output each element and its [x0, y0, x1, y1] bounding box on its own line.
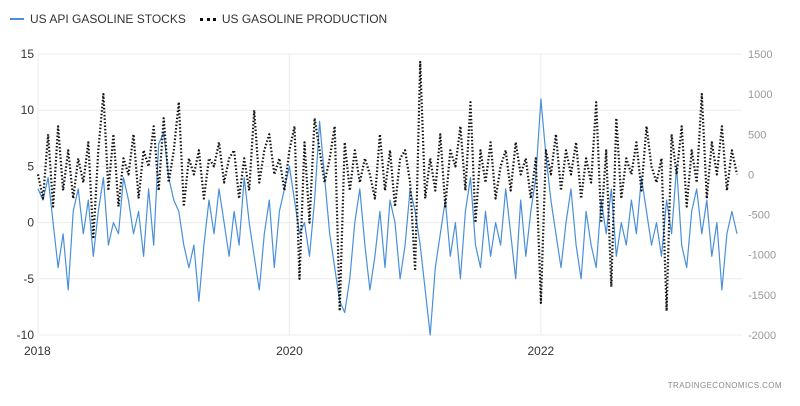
series-layer: [36, 60, 739, 336]
y-right-tick-label: -1000: [748, 250, 776, 262]
chart-legend: US API GASOLINE STOCKS US GASOLINE PRODU…: [10, 12, 401, 26]
y-right-tick-label: 1500: [748, 49, 772, 61]
series-line-stocks: [37, 98, 738, 336]
y-left-tick-label: 5: [27, 159, 34, 173]
y-left-tick-label: 15: [21, 47, 35, 61]
x-tick-label: 2022: [528, 344, 555, 358]
legend-item-production[interactable]: US GASOLINE PRODUCTION: [199, 12, 388, 26]
y-right-tick-label: 0: [748, 169, 754, 181]
x-tick-label: 2020: [276, 344, 303, 358]
y-left-tick-label: -5: [23, 272, 34, 286]
legend-swatch-production: [199, 17, 216, 21]
y-right-tick-label: -2000: [748, 330, 776, 342]
legend-label-production: US GASOLINE PRODUCTION: [221, 12, 388, 26]
right-axis-ticks: 1500 1000 500 0 -500 -1000 -1500 -2000: [748, 49, 776, 342]
series-line-production: [36, 60, 739, 312]
y-right-tick-label: -1500: [748, 290, 776, 302]
y-left-tick-label: -10: [17, 328, 35, 342]
legend-swatch-stocks: [10, 18, 24, 20]
legend-label-stocks: US API GASOLINE STOCKS: [30, 12, 186, 26]
x-axis-ticks: 2018 2020 2022: [24, 344, 555, 358]
x-tick-label: 2018: [24, 344, 51, 358]
y-right-tick-label: 500: [748, 129, 766, 141]
left-axis-ticks: 15 10 5 0 -5 -10: [17, 47, 35, 342]
y-left-tick-label: 0: [27, 216, 34, 230]
y-left-tick-label: 10: [21, 103, 35, 117]
grid-lines: [37, 53, 742, 336]
watermark: TRADINGECONOMICS.COM: [667, 381, 782, 390]
legend-item-stocks[interactable]: US API GASOLINE STOCKS: [10, 12, 186, 26]
y-right-tick-label: 1000: [748, 89, 772, 101]
y-right-tick-label: -500: [748, 210, 770, 222]
